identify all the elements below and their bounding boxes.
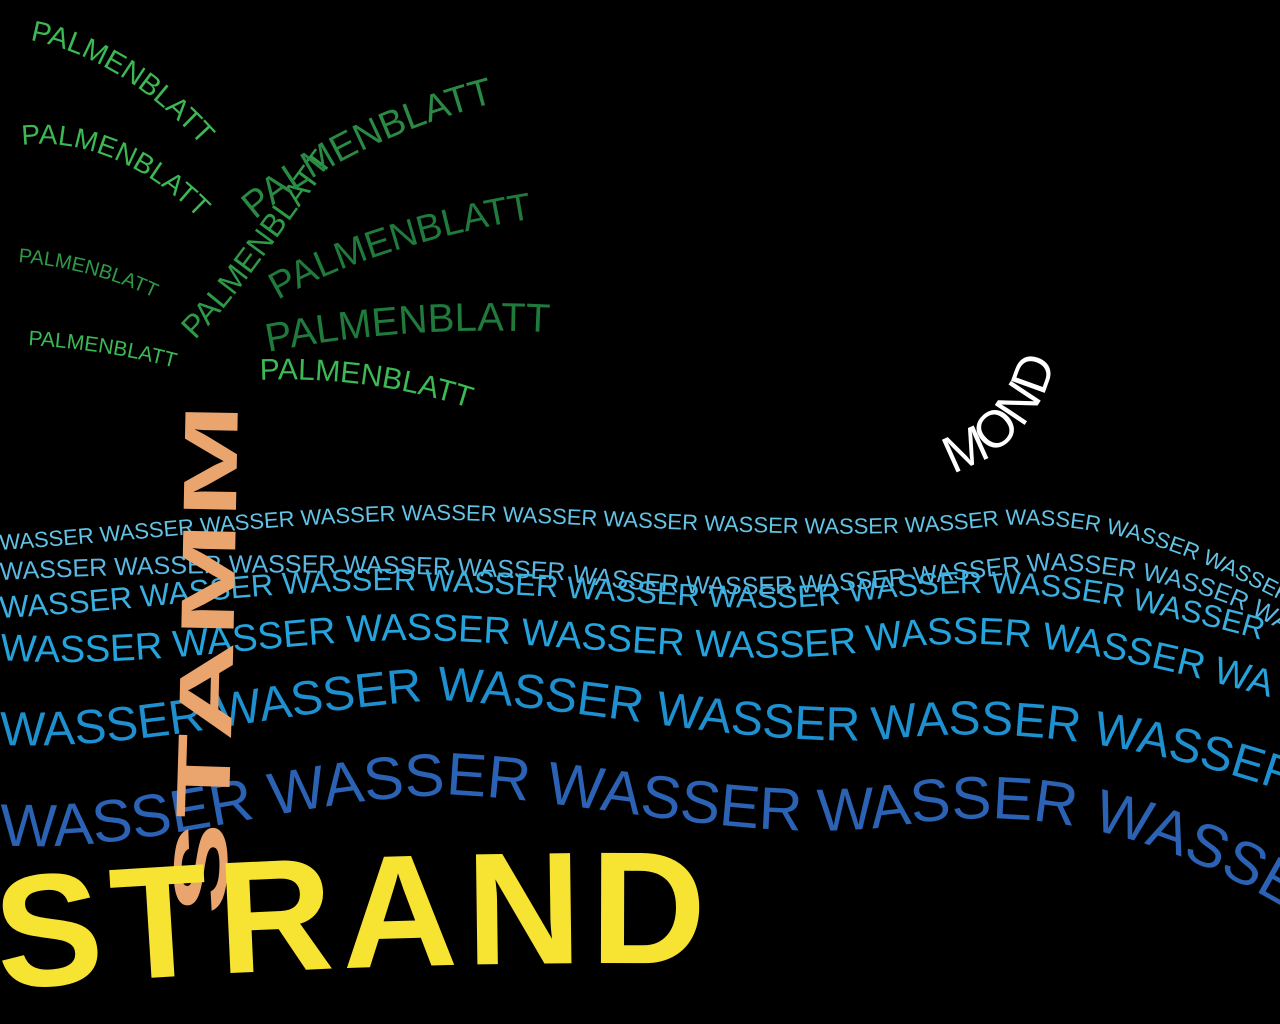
palm-leaf-label: PALMENBLATT <box>259 353 477 414</box>
palm-trunk-label: STAMM <box>157 399 253 916</box>
palm-leaf-label: PALMENBLATT <box>28 327 180 373</box>
palm-trunk: STAMM <box>157 399 255 916</box>
moon-label: MOND <box>934 346 1067 485</box>
palm-leaf: PALMENBLATT <box>18 245 162 302</box>
palm-leaf: PALMENBLATT <box>259 353 477 414</box>
palm-leaf-label: PALMENBLATT <box>262 296 552 361</box>
palm-leaves: PALMENBLATT PALMENBLATT PALMENBLATT PALM… <box>18 15 552 414</box>
palm-leaf: PALMENBLATT <box>262 296 552 361</box>
palm-leaf: PALMENBLATT <box>28 327 180 373</box>
beach-label: STRAND <box>0 818 706 1023</box>
moon-word: MOND <box>934 346 1067 485</box>
palm-leaf-label: PALMENBLATT <box>18 245 162 302</box>
beach-word: STRAND <box>0 818 714 1023</box>
